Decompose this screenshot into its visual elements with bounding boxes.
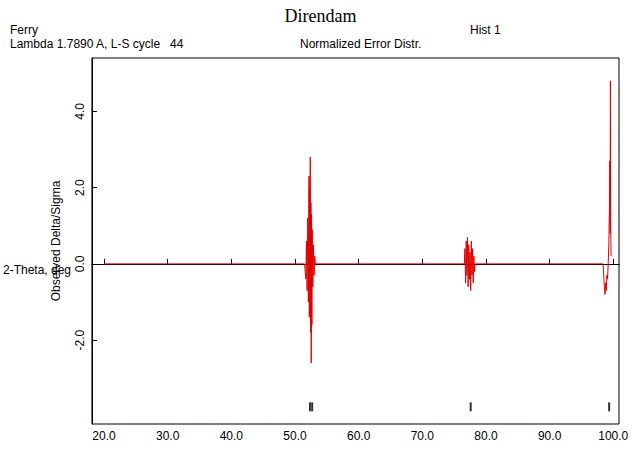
svg-text:Hist 1: Hist 1 — [470, 23, 501, 37]
svg-text:30.0: 30.0 — [156, 429, 180, 443]
svg-text:60.0: 60.0 — [347, 429, 371, 443]
svg-text:Observed Delta/Sigma: Observed Delta/Sigma — [49, 180, 63, 301]
svg-text:2.0: 2.0 — [73, 179, 87, 196]
svg-text:90.0: 90.0 — [538, 429, 562, 443]
svg-text:Ferry: Ferry — [10, 23, 38, 37]
svg-text:0.0: 0.0 — [73, 255, 87, 272]
svg-text:100.0: 100.0 — [598, 429, 628, 443]
svg-text:Lambda 1.7890 A, L-S cycle 4: Lambda 1.7890 A, L-S cycle 44 — [10, 37, 184, 51]
svg-text:Direndam: Direndam — [285, 6, 357, 26]
svg-text:-2.0: -2.0 — [73, 329, 87, 350]
svg-text:40.0: 40.0 — [220, 429, 244, 443]
svg-text:20.0: 20.0 — [92, 429, 116, 443]
svg-text:50.0: 50.0 — [283, 429, 307, 443]
svg-text:4.0: 4.0 — [73, 103, 87, 120]
svg-text:Normalized Error Distr.: Normalized Error Distr. — [300, 37, 421, 51]
svg-text:70.0: 70.0 — [411, 429, 435, 443]
svg-text:80.0: 80.0 — [474, 429, 498, 443]
svg-text:2-Theta, deg: 2-Theta, deg — [3, 263, 71, 277]
